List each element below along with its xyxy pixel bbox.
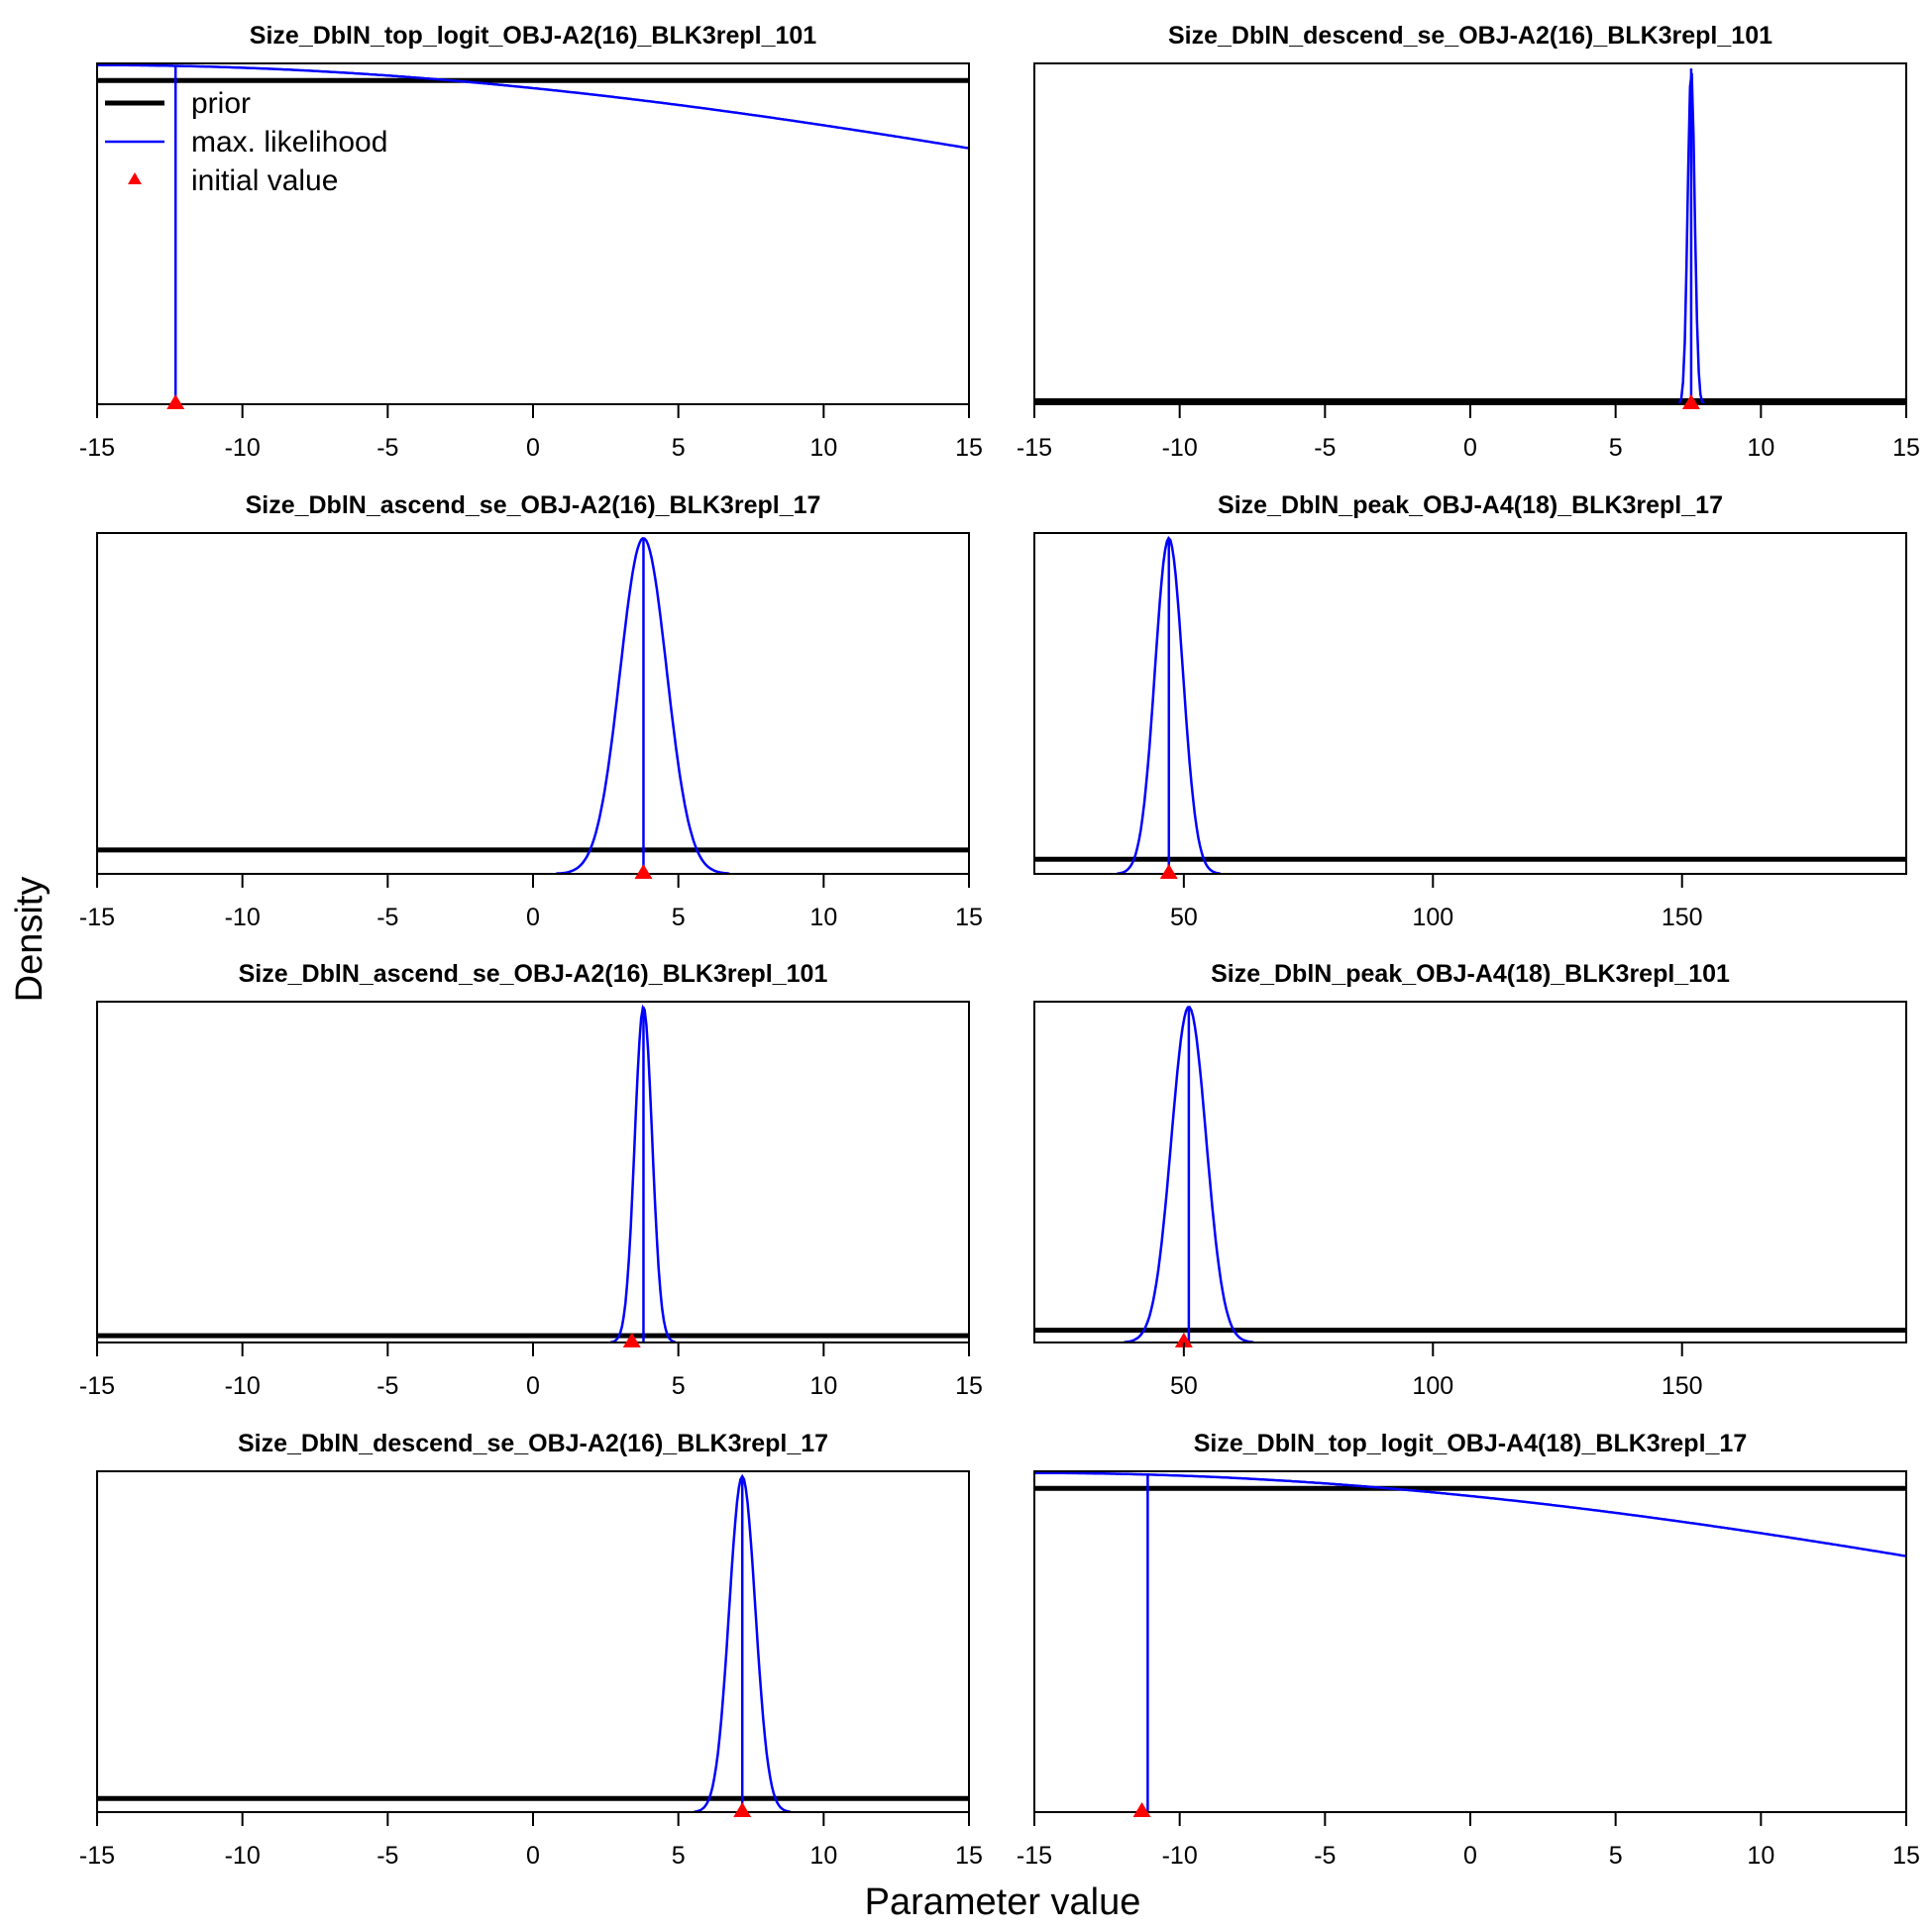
panel-title: Size_DblN_ascend_se_OBJ-A2(16)_BLK3repl_… [239,960,828,988]
x-tick-label: 5 [1609,434,1623,462]
legend-label: max. likelihood [191,126,387,159]
x-tick-label: -5 [1314,1842,1336,1870]
x-tick-label: -10 [225,1842,261,1870]
mle-curve [1034,1471,1906,1557]
plot-area [1034,1471,1906,1812]
x-tick-label: -15 [79,904,115,931]
x-tick-label: -5 [376,904,398,931]
plot-area [97,1473,969,1812]
legend-label: initial value [191,164,338,197]
x-tick-label: 15 [955,904,983,931]
x-tick-label: 5 [672,904,686,931]
panel-title: Size_DblN_top_logit_OBJ-A2(16)_BLK3repl_… [250,22,816,50]
panel-title: Size_DblN_peak_OBJ-A4(18)_BLK3repl_17 [1218,491,1723,519]
x-tick-label: -5 [376,434,398,462]
panel-title: Size_DblN_descend_se_OBJ-A2(16)_BLK3repl… [238,1430,828,1457]
x-tick-label: 100 [1412,904,1453,931]
x-tick-label: 50 [1170,904,1198,931]
panel-7: Size_DblN_descend_se_OBJ-A2(16)_BLK3repl… [79,1430,983,1870]
legend-label: prior [191,87,251,120]
x-tick-label: 100 [1412,1372,1453,1400]
initial-value-marker [622,1333,641,1347]
mle-curve [97,63,969,150]
x-tick-label: -15 [79,1372,115,1400]
x-tick-label: 10 [809,1372,837,1400]
x-tick-label: -5 [1314,434,1336,462]
x-tick-label: 5 [672,434,686,462]
x-tick-label: -10 [1162,1842,1198,1870]
plot-border [1033,1001,1907,1343]
panel-6: Size_DblN_peak_OBJ-A4(18)_BLK3repl_101 50… [1033,960,1907,1400]
x-tick-label: 10 [809,1842,837,1870]
initial-value-marker [634,864,653,879]
x-tick-label: -15 [79,434,115,462]
x-tick-label: 10 [809,904,837,931]
plot-area [97,536,969,874]
initial-value-marker [1132,1802,1151,1817]
x-tick-label: -10 [1162,434,1198,462]
plot-border [1033,532,1907,875]
x-tick-label: -5 [376,1842,398,1870]
x-tick-label: 0 [526,434,540,462]
initial-value-marker [733,1802,752,1817]
x-tick-label: -5 [376,1372,398,1400]
x-tick-label: -10 [225,434,261,462]
x-tick-label: 10 [1747,434,1774,462]
x-tick-label: -15 [1017,1842,1052,1870]
x-tick-label: 5 [672,1842,686,1870]
x-tick-label: -10 [225,1372,261,1400]
panel-4: Size_DblN_peak_OBJ-A4(18)_BLK3repl_17 50 1… [1033,491,1907,931]
panel-title: Size_DblN_ascend_se_OBJ-A2(16)_BLK3repl_… [246,491,821,519]
x-tick-label: 15 [955,1842,983,1870]
initial-value-marker [1159,864,1178,879]
panel-title: Size_DblN_peak_OBJ-A4(18)_BLK3repl_101 [1211,960,1730,988]
plot-area [1034,1006,1906,1342]
x-tick-label: 15 [1892,434,1920,462]
panel-title: Size_DblN_top_logit_OBJ-A4(18)_BLK3repl_… [1194,1430,1747,1457]
panels: Size_DblN_top_logit_OBJ-A2(16)_BLK3repl_… [79,22,1920,1870]
legend-init-swatch [128,172,142,184]
x-tick-label: 150 [1662,904,1703,931]
x-tick-label: 5 [672,1372,686,1400]
x-tick-label: 150 [1662,1372,1703,1400]
x-tick-label: 15 [955,434,983,462]
legend: prior max. likelihood initial value [105,87,387,197]
x-axis-title: Parameter value [865,1881,1141,1923]
plot-area [1034,536,1906,874]
x-tick-label: 10 [1747,1842,1774,1870]
x-tick-label: -10 [225,904,261,931]
x-tick-label: 50 [1170,1372,1198,1400]
x-tick-label: -15 [79,1842,115,1870]
plot-area [1034,68,1906,404]
x-tick-label: 5 [1609,1842,1623,1870]
x-tick-label: 0 [1463,434,1477,462]
x-tick-label: 0 [526,904,540,931]
initial-value-marker [1174,1333,1193,1347]
x-tick-label: 0 [1463,1842,1477,1870]
panel-2: Size_DblN_descend_se_OBJ-A2(16)_BLK3repl… [1017,22,1920,462]
initial-value-marker [1681,394,1700,409]
x-tick-label: 10 [809,434,837,462]
y-axis-title: Density [9,877,51,1003]
plot-area [97,63,969,404]
panel-1: Size_DblN_top_logit_OBJ-A2(16)_BLK3repl_… [79,22,983,462]
x-tick-label: 15 [1892,1842,1920,1870]
panel-8: Size_DblN_top_logit_OBJ-A4(18)_BLK3repl_… [1017,1430,1920,1870]
x-tick-label: 0 [526,1372,540,1400]
plot-area [97,1004,969,1342]
initial-value-marker [166,394,185,409]
x-tick-label: -15 [1017,434,1052,462]
panel-title: Size_DblN_descend_se_OBJ-A2(16)_BLK3repl… [1168,22,1772,50]
panel-3: Size_DblN_ascend_se_OBJ-A2(16)_BLK3repl_… [79,491,983,931]
panel-5: Size_DblN_ascend_se_OBJ-A2(16)_BLK3repl_… [79,960,983,1400]
x-tick-label: 0 [526,1842,540,1870]
x-tick-label: 15 [955,1372,983,1400]
